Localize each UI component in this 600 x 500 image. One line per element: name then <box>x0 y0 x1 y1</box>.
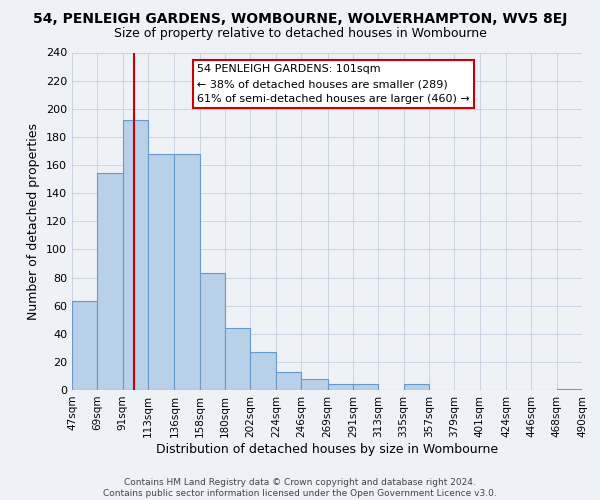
Bar <box>122 120 148 390</box>
X-axis label: Distribution of detached houses by size in Wombourne: Distribution of detached houses by size … <box>156 442 498 456</box>
Bar <box>148 154 175 390</box>
Text: Contains HM Land Registry data © Crown copyright and database right 2024.
Contai: Contains HM Land Registry data © Crown c… <box>103 478 497 498</box>
Bar <box>175 154 200 390</box>
Bar <box>301 379 328 390</box>
Bar <box>404 384 429 390</box>
Bar <box>328 384 353 390</box>
Text: 54 PENLEIGH GARDENS: 101sqm
← 38% of detached houses are smaller (289)
61% of se: 54 PENLEIGH GARDENS: 101sqm ← 38% of det… <box>197 64 470 104</box>
Text: 54, PENLEIGH GARDENS, WOMBOURNE, WOLVERHAMPTON, WV5 8EJ: 54, PENLEIGH GARDENS, WOMBOURNE, WOLVERH… <box>33 12 567 26</box>
Bar <box>225 328 250 390</box>
Text: Size of property relative to detached houses in Wombourne: Size of property relative to detached ho… <box>113 28 487 40</box>
Bar <box>276 372 301 390</box>
Bar <box>72 302 97 390</box>
Bar <box>250 352 276 390</box>
Bar <box>200 274 225 390</box>
Bar <box>557 388 582 390</box>
Bar <box>353 384 378 390</box>
Y-axis label: Number of detached properties: Number of detached properties <box>28 122 40 320</box>
Bar <box>97 174 122 390</box>
